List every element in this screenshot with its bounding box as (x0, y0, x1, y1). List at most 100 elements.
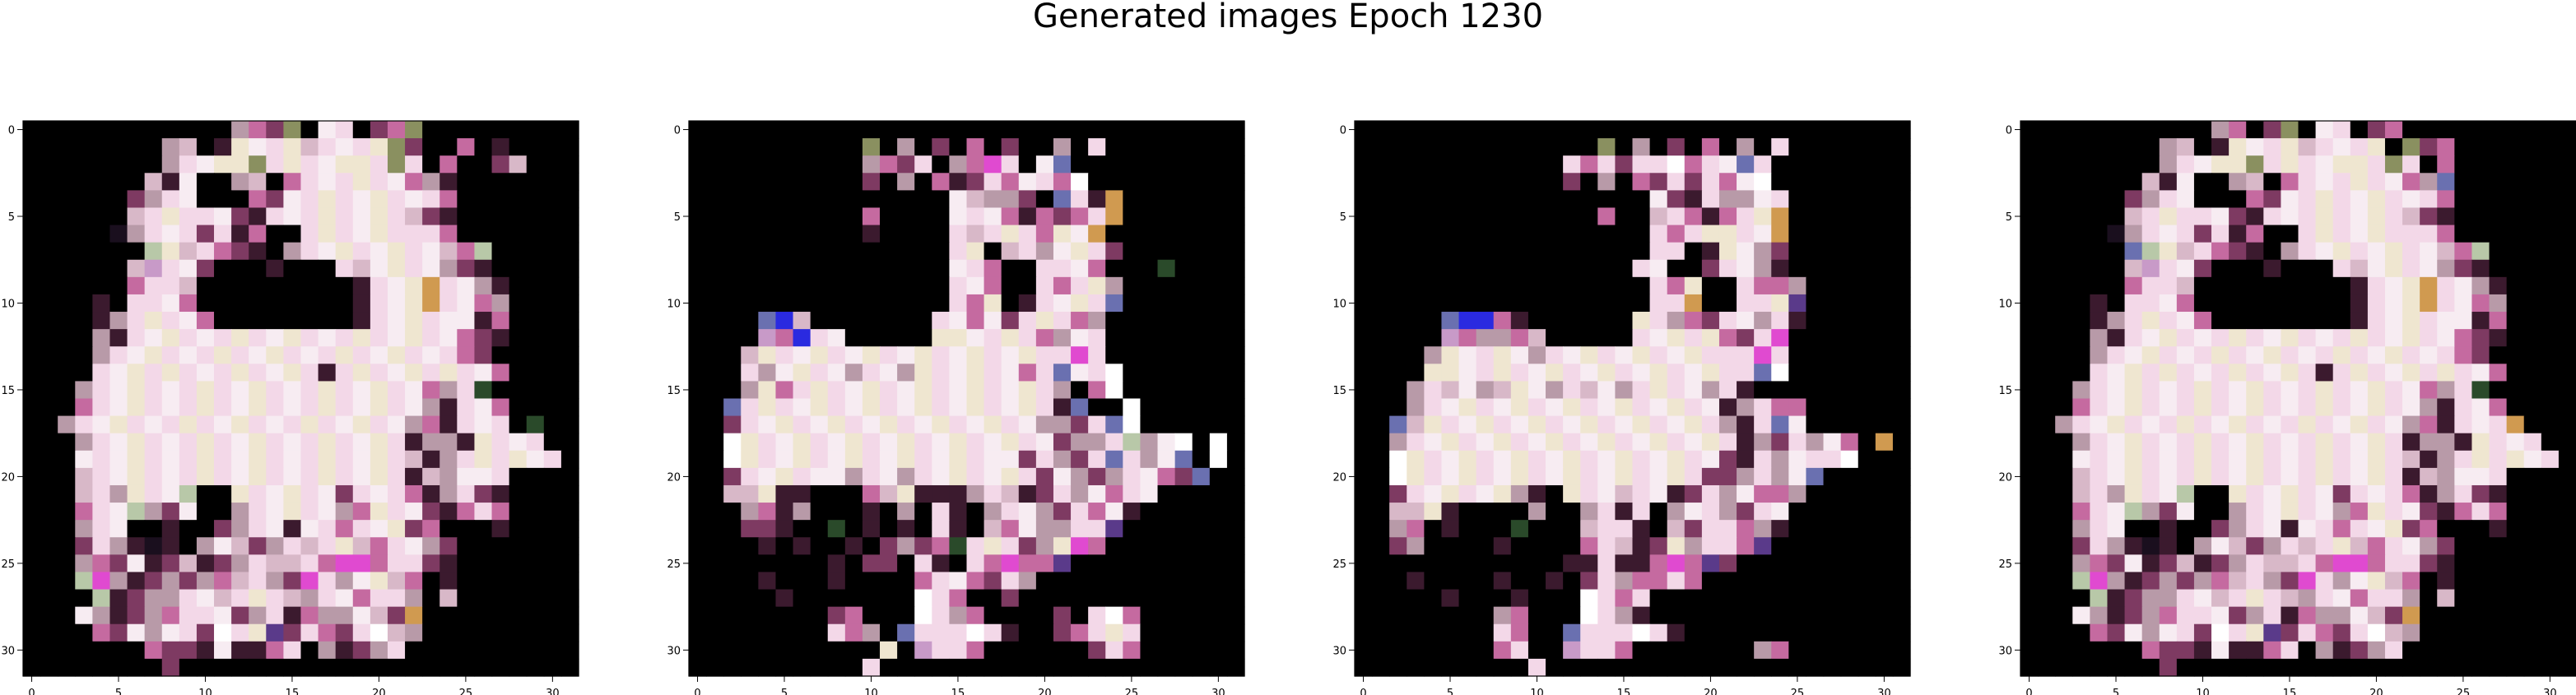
pixel-cell (266, 329, 284, 347)
pixel-cell (1597, 155, 1616, 174)
pixel-cell (1424, 121, 1443, 139)
pixel-cell (2367, 259, 2386, 278)
pixel-cell (526, 121, 545, 139)
pixel-cell (161, 364, 180, 382)
pixel-cell (1372, 415, 1390, 434)
pixel-cell (75, 381, 93, 400)
pixel-cell (2246, 138, 2264, 156)
pixel-cell (526, 173, 545, 191)
pixel-cell (1840, 398, 1859, 417)
pixel-cell (318, 173, 337, 191)
pixel-cell (2367, 467, 2386, 486)
pixel-cell (109, 381, 128, 400)
pixel-cell (2384, 138, 2403, 156)
pixel-cell (1209, 242, 1228, 261)
pixel-cell (1123, 572, 1142, 591)
y-tick-label: 10 (1, 298, 15, 310)
pixel-cell (144, 242, 163, 261)
pixel-cell (1649, 207, 1668, 226)
pixel-cell (266, 312, 284, 330)
pixel-cell (266, 346, 284, 364)
pixel-cell (2090, 484, 2109, 503)
pixel-cell (741, 121, 759, 139)
pixel-cell (897, 589, 915, 608)
pixel-cell (2020, 276, 2039, 295)
pixel-cell (2107, 398, 2126, 417)
pixel-cell (2471, 572, 2490, 591)
pixel-cell (2402, 364, 2420, 382)
pixel-cell (23, 155, 41, 174)
pixel-cell (1823, 138, 1842, 156)
pixel-cell (2454, 259, 2473, 278)
pixel-cell (1597, 364, 1616, 382)
pixel-cell (1718, 415, 1737, 434)
pixel-cell (1105, 658, 1123, 677)
pixel-cell (723, 398, 742, 417)
pixel-cell (2159, 467, 2178, 486)
pixel-cell (560, 658, 579, 677)
pixel-cell (1157, 225, 1176, 243)
pixel-cell (1140, 173, 1159, 191)
pixel-cell (723, 207, 742, 226)
pixel-cell (880, 415, 898, 434)
pixel-cell (1424, 658, 1443, 677)
pixel-cell (723, 225, 742, 243)
pixel-cell (2402, 589, 2420, 608)
pixel-cell (1718, 138, 1737, 156)
pixel-cell (2211, 572, 2230, 591)
pixel-cell (352, 190, 371, 209)
pixel-cell (196, 346, 215, 364)
pixel-cell (2489, 503, 2508, 521)
pixel-cell (1001, 364, 1020, 382)
pixel-cell (422, 242, 440, 261)
pixel-cell (2246, 623, 2264, 642)
pixel-cell (793, 225, 811, 243)
pixel-cell (370, 415, 388, 434)
pixel-cell (2176, 138, 2195, 156)
pixel-cell (1441, 121, 1460, 139)
pixel-cell (2038, 381, 2056, 400)
pixel-cell (387, 173, 406, 191)
pixel-cell (526, 520, 545, 538)
pixel-cell (1476, 537, 1495, 555)
pixel-cell (370, 190, 388, 209)
pixel-cell (109, 364, 128, 382)
pixel-cell (2523, 554, 2542, 573)
pixel-cell (92, 225, 111, 243)
pixel-cell (1355, 364, 1373, 382)
pixel-cell (2193, 242, 2212, 261)
pixel-cell (439, 242, 458, 261)
pixel-cell (23, 259, 41, 278)
pixel-cell (560, 398, 579, 417)
pixel-cell (1174, 346, 1193, 364)
pixel-cell (2193, 554, 2212, 573)
pixel-cell (2263, 641, 2281, 660)
pixel-cell (109, 173, 128, 191)
pixel-cell (2141, 381, 2160, 400)
pixel-cell (1424, 312, 1443, 330)
pixel-cell (249, 155, 267, 174)
pixel-cell (2315, 329, 2334, 347)
pixel-cell (1875, 467, 1894, 486)
pixel-cell (723, 242, 742, 261)
pixel-cell (283, 259, 302, 278)
pixel-cell (1718, 623, 1737, 642)
axes-frame (2020, 120, 2576, 677)
pixel-cell (2124, 364, 2143, 382)
pixel-cell (1424, 259, 1443, 278)
pixel-cell (706, 503, 724, 521)
pixel-cell (2541, 155, 2560, 174)
pixel-cell (2420, 225, 2438, 243)
pixel-cell (2090, 312, 2109, 330)
pixel-cell (2055, 433, 2073, 452)
pixel-cell (1806, 554, 1825, 573)
pixel-cell (1157, 381, 1176, 400)
pixel-cell (474, 606, 493, 625)
pixel-cell (2141, 173, 2160, 191)
pixel-cell (457, 207, 476, 226)
pixel-cell (1372, 658, 1390, 677)
pixel-cell (2229, 173, 2247, 191)
pixel-cell (2489, 294, 2508, 313)
pixel-cell (1771, 381, 1789, 400)
pixel-cell (2332, 484, 2351, 503)
